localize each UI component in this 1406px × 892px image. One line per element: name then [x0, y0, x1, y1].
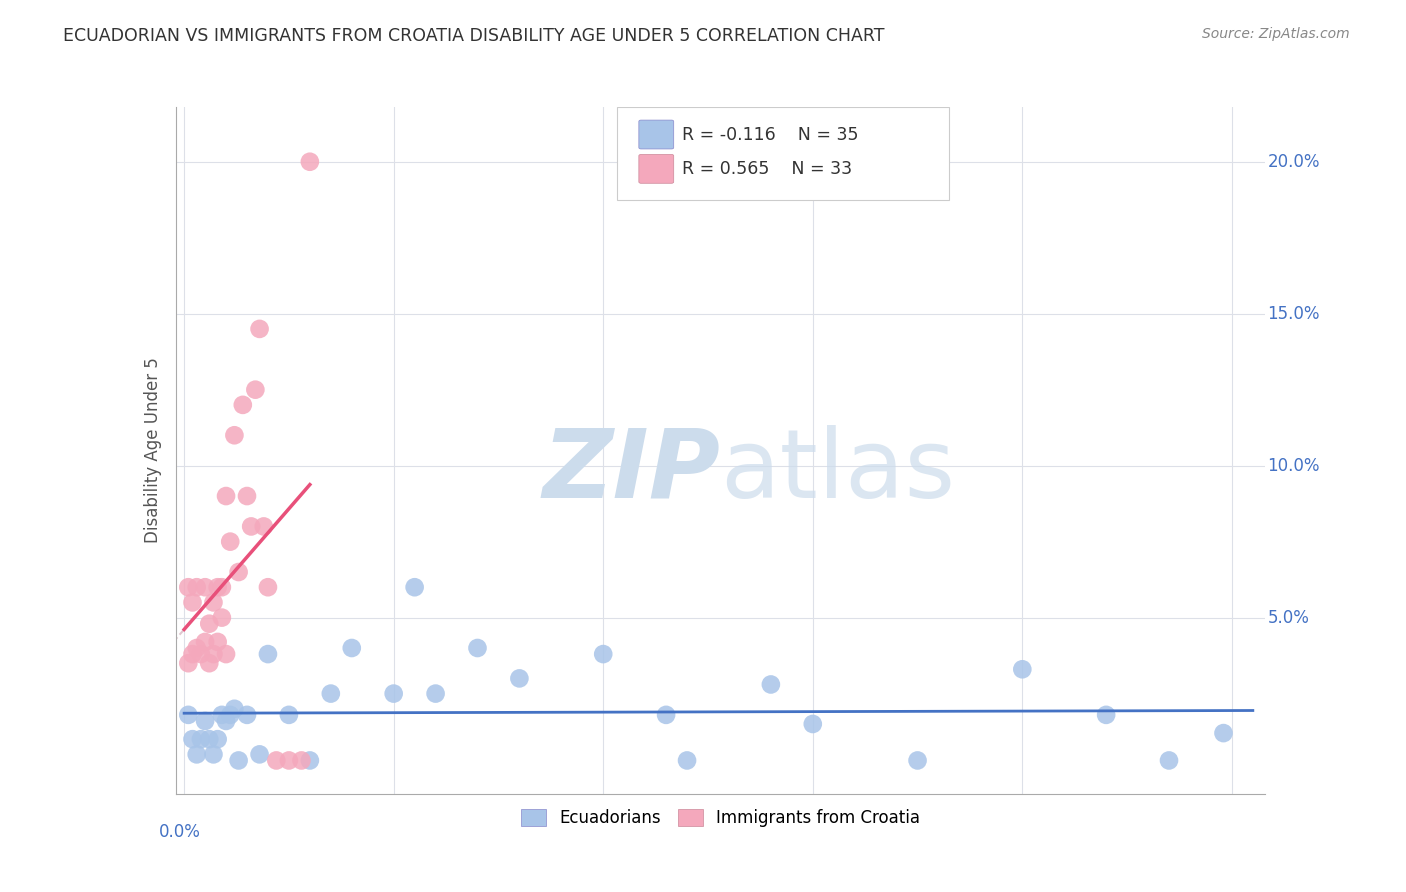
- Point: [404, 580, 426, 594]
- Point: [198, 656, 221, 670]
- Point: [181, 595, 204, 609]
- Point: [676, 754, 699, 768]
- Text: R = 0.565    N = 33: R = 0.565 N = 33: [682, 160, 852, 178]
- Point: [382, 687, 405, 701]
- FancyBboxPatch shape: [638, 154, 673, 183]
- Point: [1011, 662, 1033, 676]
- Point: [207, 580, 229, 594]
- Point: [215, 647, 238, 661]
- Point: [202, 595, 225, 609]
- Text: R = -0.116    N = 35: R = -0.116 N = 35: [682, 126, 859, 144]
- Legend: Ecuadorians, Immigrants from Croatia: Ecuadorians, Immigrants from Croatia: [515, 802, 927, 834]
- Point: [277, 754, 299, 768]
- Point: [177, 580, 200, 594]
- Point: [194, 580, 217, 594]
- Point: [219, 707, 242, 722]
- Point: [190, 732, 212, 747]
- Point: [228, 565, 250, 579]
- Point: [177, 707, 200, 722]
- Text: ECUADORIAN VS IMMIGRANTS FROM CROATIA DISABILITY AGE UNDER 5 CORRELATION CHART: ECUADORIAN VS IMMIGRANTS FROM CROATIA DI…: [63, 27, 884, 45]
- Point: [232, 398, 254, 412]
- Point: [508, 672, 530, 686]
- Point: [211, 707, 233, 722]
- Point: [592, 647, 614, 661]
- Point: [202, 647, 225, 661]
- Point: [211, 610, 233, 624]
- Point: [240, 519, 263, 533]
- Point: [249, 747, 271, 762]
- Point: [249, 322, 271, 336]
- Point: [177, 656, 200, 670]
- Point: [759, 677, 782, 691]
- Point: [224, 428, 246, 442]
- Point: [194, 714, 217, 728]
- FancyBboxPatch shape: [638, 120, 673, 149]
- Point: [253, 519, 276, 533]
- Point: [277, 707, 299, 722]
- Point: [655, 707, 678, 722]
- Point: [340, 640, 363, 655]
- Text: 10.0%: 10.0%: [1268, 457, 1320, 475]
- Point: [1095, 707, 1118, 722]
- Text: 5.0%: 5.0%: [1268, 608, 1309, 626]
- Point: [181, 732, 204, 747]
- Point: [266, 754, 288, 768]
- Point: [257, 647, 280, 661]
- Point: [236, 707, 259, 722]
- Point: [467, 640, 489, 655]
- Point: [190, 647, 212, 661]
- FancyBboxPatch shape: [617, 107, 949, 200]
- Point: [290, 754, 312, 768]
- Point: [801, 717, 824, 731]
- Point: [186, 747, 208, 762]
- Text: 0.0%: 0.0%: [159, 822, 201, 841]
- Point: [198, 616, 221, 631]
- Text: Source: ZipAtlas.com: Source: ZipAtlas.com: [1202, 27, 1350, 41]
- Point: [1212, 726, 1234, 740]
- Text: atlas: atlas: [721, 425, 956, 517]
- Point: [186, 580, 208, 594]
- Text: 20.0%: 20.0%: [1268, 153, 1320, 170]
- Point: [194, 635, 217, 649]
- Point: [236, 489, 259, 503]
- Point: [219, 534, 242, 549]
- Point: [215, 489, 238, 503]
- Point: [215, 714, 238, 728]
- Point: [257, 580, 280, 594]
- Point: [1157, 754, 1180, 768]
- Text: ZIP: ZIP: [543, 425, 721, 517]
- Y-axis label: Disability Age Under 5: Disability Age Under 5: [143, 358, 162, 543]
- Point: [207, 732, 229, 747]
- Point: [907, 754, 929, 768]
- Point: [228, 754, 250, 768]
- Text: 15.0%: 15.0%: [1268, 305, 1320, 323]
- Point: [181, 647, 204, 661]
- Point: [298, 154, 321, 169]
- Point: [224, 702, 246, 716]
- Point: [425, 687, 447, 701]
- Point: [211, 580, 233, 594]
- Point: [207, 635, 229, 649]
- Point: [319, 687, 342, 701]
- Point: [198, 732, 221, 747]
- Point: [202, 747, 225, 762]
- Point: [186, 640, 208, 655]
- Point: [298, 754, 321, 768]
- Point: [245, 383, 267, 397]
